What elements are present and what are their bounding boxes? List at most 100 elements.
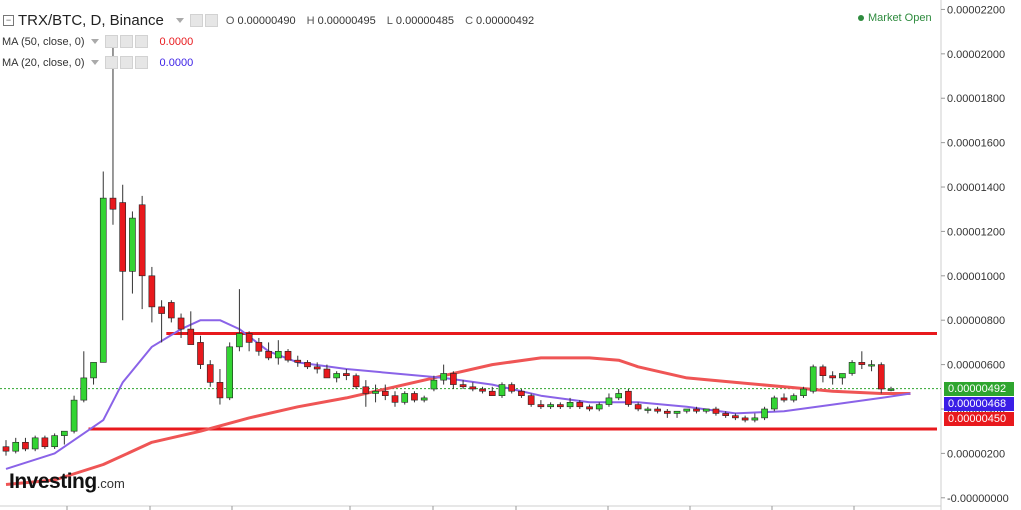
candle-body	[693, 408, 700, 412]
candle	[858, 351, 866, 370]
close-icon[interactable]	[134, 56, 148, 69]
settings-icon[interactable]	[119, 35, 133, 48]
candle	[877, 362, 885, 394]
candle	[352, 373, 360, 390]
candle	[770, 395, 778, 412]
candle-body	[508, 384, 516, 392]
visibility-icon[interactable]	[189, 14, 203, 27]
market-status-label: Market Open	[868, 12, 932, 24]
candle	[800, 386, 807, 398]
candle-body	[80, 377, 88, 401]
candle	[177, 313, 185, 338]
chevron-down-icon[interactable]	[175, 18, 184, 23]
candle-body	[770, 397, 778, 410]
candle-body	[41, 437, 49, 448]
candle-body	[712, 408, 720, 414]
candle	[809, 364, 817, 394]
candle	[751, 413, 759, 423]
visibility-icon[interactable]	[104, 35, 118, 48]
candle	[741, 415, 749, 423]
candle	[22, 437, 29, 452]
candle-body	[557, 404, 564, 408]
ohlc-readout: O 0.00000490 H 0.00000495 L 0.00000485 C 0.0…	[225, 14, 535, 27]
candle	[693, 406, 700, 414]
chevron-down-icon[interactable]	[90, 60, 99, 65]
visibility-icon[interactable]	[104, 56, 118, 69]
chevron-down-icon[interactable]	[90, 39, 99, 44]
y-axis-tick-label: 0.00000800	[947, 315, 1005, 327]
ma20-row: MA (20, close, 0) 0.0000	[0, 52, 542, 73]
candle	[518, 389, 525, 398]
candle	[469, 382, 477, 392]
ma20-label[interactable]: MA (20, close, 0)	[2, 56, 85, 69]
candle	[868, 360, 875, 372]
candle	[459, 380, 467, 390]
candle	[216, 369, 224, 405]
candle	[479, 386, 486, 394]
candle	[430, 375, 438, 392]
candle-body	[265, 350, 272, 359]
y-axis-tick-label: 0.00001800	[947, 93, 1005, 105]
settings-icon[interactable]	[119, 56, 133, 69]
candle-body	[537, 404, 545, 408]
candle-body	[168, 302, 175, 319]
candle	[440, 364, 447, 385]
collapse-icon[interactable]: −	[3, 15, 14, 26]
candle-body	[732, 415, 739, 419]
candle	[654, 406, 661, 414]
candle	[498, 382, 506, 398]
candle	[702, 408, 710, 414]
candle-body	[848, 362, 856, 374]
candle-body	[197, 342, 204, 365]
candle-body	[206, 364, 214, 383]
y-axis-tick-label: 0.00001400	[947, 182, 1005, 194]
y-axis-tick-label: -0.00000000	[947, 493, 1009, 505]
candle-body	[527, 395, 535, 405]
candle	[664, 408, 671, 418]
candle-body	[216, 382, 224, 399]
candle	[761, 406, 768, 421]
investing-logo: Investing.com	[9, 470, 125, 493]
candle-body	[148, 275, 156, 308]
candle	[187, 311, 195, 345]
candle-body	[780, 397, 788, 401]
candle	[51, 433, 58, 449]
candle	[168, 300, 175, 323]
close-value: 0.00000492	[476, 14, 535, 27]
candle	[527, 393, 535, 407]
high-value: 0.00000495	[317, 14, 376, 27]
candle-body	[809, 366, 817, 392]
candle-body	[440, 373, 447, 381]
candle	[255, 337, 263, 356]
candle-body	[868, 364, 875, 367]
candle-body	[294, 359, 302, 363]
candle-body	[343, 373, 350, 376]
candle-body	[391, 395, 399, 403]
candle	[313, 362, 321, 374]
candle-body	[313, 366, 321, 370]
candle	[420, 395, 428, 403]
candle	[226, 342, 233, 401]
candle-body	[877, 364, 885, 390]
candle	[790, 393, 798, 403]
candle-body	[673, 410, 681, 414]
close-icon[interactable]	[134, 35, 148, 48]
candle-body	[605, 397, 613, 405]
candle-body	[586, 406, 593, 410]
symbol-title[interactable]: TRX/BTC, D, Binance	[18, 12, 164, 29]
y-axis-tick-label: 0.00000200	[947, 448, 1005, 460]
candle-body	[333, 373, 340, 379]
candle-body	[381, 390, 389, 396]
ma50-line	[5, 356, 911, 486]
candle-body	[70, 399, 78, 432]
candle-body	[566, 402, 574, 408]
settings-icon[interactable]	[204, 14, 218, 27]
candle-body	[634, 404, 642, 410]
ma50-label[interactable]: MA (50, close, 0)	[2, 35, 85, 48]
candle	[343, 369, 350, 381]
candle	[41, 435, 49, 449]
candle-body	[683, 408, 691, 412]
candle	[712, 406, 720, 416]
